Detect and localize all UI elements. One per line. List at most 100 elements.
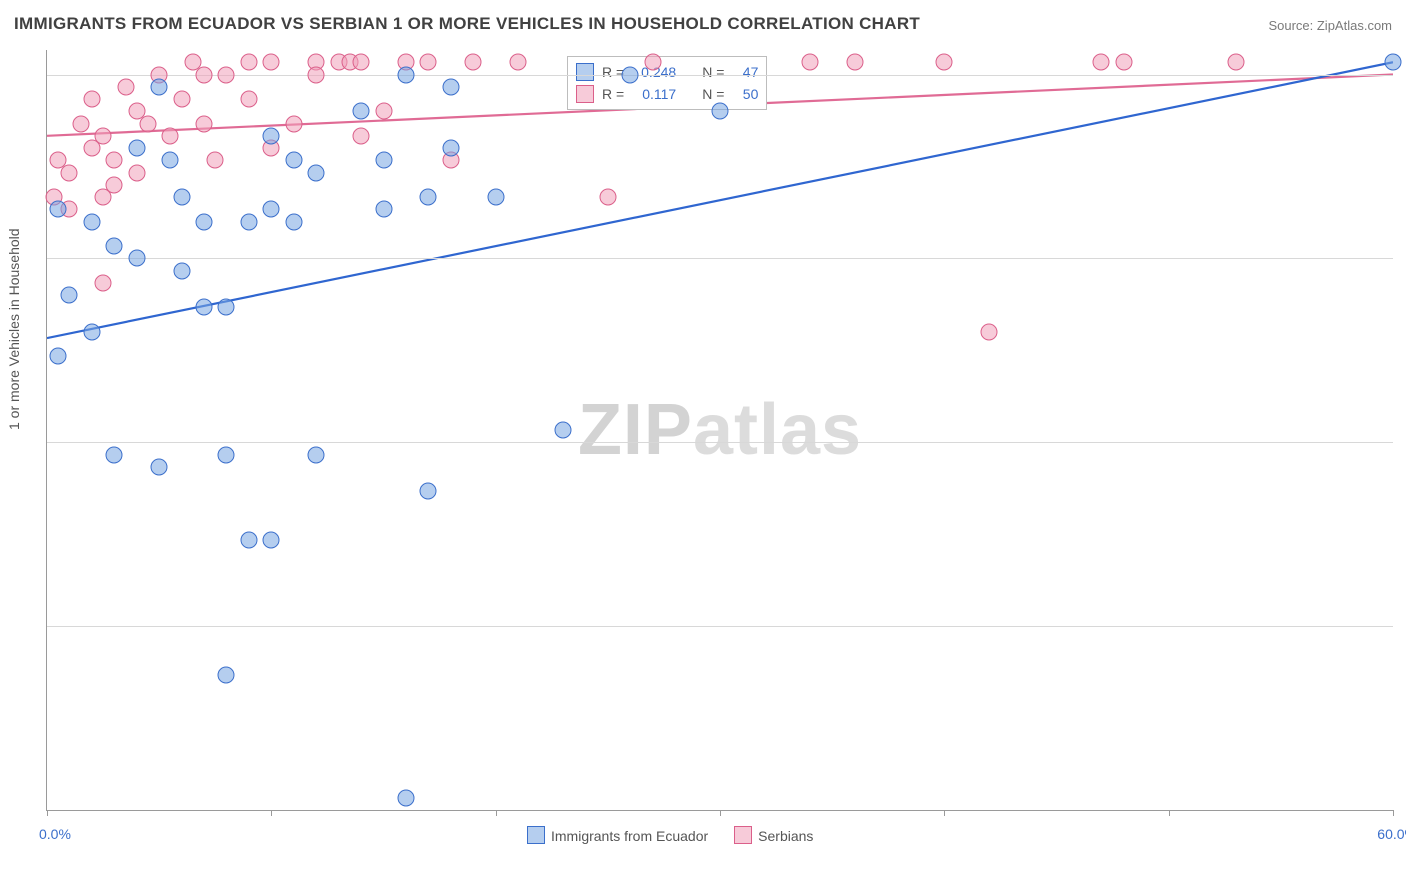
x-tick <box>271 810 272 816</box>
x-tick <box>496 810 497 816</box>
point-ecuador <box>50 348 67 365</box>
point-ecuador <box>196 299 213 316</box>
point-serbians <box>846 54 863 71</box>
point-serbians <box>644 54 661 71</box>
point-serbians <box>83 91 100 108</box>
point-serbians <box>981 323 998 340</box>
point-ecuador <box>162 152 179 169</box>
x-axis-min-label: 0.0% <box>39 826 71 842</box>
point-ecuador <box>263 532 280 549</box>
point-ecuador <box>218 299 235 316</box>
point-serbians <box>465 54 482 71</box>
point-ecuador <box>196 213 213 230</box>
point-ecuador <box>397 789 414 806</box>
point-ecuador <box>487 189 504 206</box>
y-tick-label: 70.0% <box>1397 434 1406 450</box>
point-ecuador <box>83 323 100 340</box>
point-ecuador <box>308 446 325 463</box>
point-ecuador <box>128 250 145 267</box>
point-serbians <box>1227 54 1244 71</box>
plot-area: ZIPatlas R = 0.248 N = 47 R = 0.117 N = … <box>46 50 1393 811</box>
point-ecuador <box>420 483 437 500</box>
point-ecuador <box>240 213 257 230</box>
x-axis-max-label: 60.0% <box>1377 826 1406 842</box>
point-ecuador <box>106 238 123 255</box>
legend: Immigrants from Ecuador Serbians <box>527 826 813 844</box>
point-ecuador <box>218 667 235 684</box>
point-ecuador <box>61 287 78 304</box>
point-serbians <box>801 54 818 71</box>
point-serbians <box>1093 54 1110 71</box>
point-ecuador <box>353 103 370 120</box>
point-ecuador <box>218 446 235 463</box>
point-ecuador <box>622 66 639 83</box>
chart-title: IMMIGRANTS FROM ECUADOR VS SERBIAN 1 OR … <box>14 14 920 34</box>
point-serbians <box>353 127 370 144</box>
source-label: Source: ZipAtlas.com <box>1268 18 1392 33</box>
point-serbians <box>240 54 257 71</box>
point-serbians <box>218 66 235 83</box>
point-serbians <box>72 115 89 132</box>
point-ecuador <box>285 152 302 169</box>
point-serbians <box>936 54 953 71</box>
stats-row-pink: R = 0.117 N = 50 <box>576 83 758 105</box>
point-ecuador <box>712 103 729 120</box>
point-serbians <box>173 91 190 108</box>
y-gridline <box>47 442 1393 443</box>
point-serbians <box>308 66 325 83</box>
legend-item-serbians: Serbians <box>734 826 813 844</box>
point-serbians <box>106 152 123 169</box>
point-serbians <box>599 189 616 206</box>
point-serbians <box>196 66 213 83</box>
point-serbians <box>196 115 213 132</box>
point-serbians <box>139 115 156 132</box>
point-ecuador <box>375 201 392 218</box>
point-serbians <box>285 115 302 132</box>
point-serbians <box>95 127 112 144</box>
point-ecuador <box>397 66 414 83</box>
point-ecuador <box>263 201 280 218</box>
x-tick <box>1393 810 1394 816</box>
point-serbians <box>61 164 78 181</box>
point-serbians <box>240 91 257 108</box>
x-tick <box>1169 810 1170 816</box>
point-ecuador <box>106 446 123 463</box>
point-serbians <box>375 103 392 120</box>
legend-item-ecuador: Immigrants from Ecuador <box>527 826 708 844</box>
y-gridline <box>47 258 1393 259</box>
point-serbians <box>353 54 370 71</box>
point-ecuador <box>554 422 571 439</box>
point-serbians <box>1115 54 1132 71</box>
point-ecuador <box>173 262 190 279</box>
point-serbians <box>510 54 527 71</box>
point-ecuador <box>420 189 437 206</box>
point-serbians <box>95 274 112 291</box>
point-serbians <box>117 78 134 95</box>
point-ecuador <box>308 164 325 181</box>
point-ecuador <box>1385 54 1402 71</box>
point-serbians <box>128 164 145 181</box>
point-ecuador <box>50 201 67 218</box>
y-tick-label: 85.0% <box>1397 250 1406 266</box>
x-tick <box>944 810 945 816</box>
y-gridline <box>47 626 1393 627</box>
y-axis-title: 1 or more Vehicles in Household <box>6 228 22 430</box>
point-ecuador <box>375 152 392 169</box>
point-ecuador <box>128 140 145 157</box>
point-ecuador <box>442 78 459 95</box>
point-serbians <box>106 176 123 193</box>
point-ecuador <box>151 458 168 475</box>
point-ecuador <box>173 189 190 206</box>
point-serbians <box>207 152 224 169</box>
point-serbians <box>162 127 179 144</box>
trend-lines <box>47 50 1393 810</box>
point-ecuador <box>263 127 280 144</box>
x-tick <box>47 810 48 816</box>
point-ecuador <box>240 532 257 549</box>
point-serbians <box>263 54 280 71</box>
y-tick-label: 55.0% <box>1397 618 1406 634</box>
stats-row-blue: R = 0.248 N = 47 <box>576 61 758 83</box>
point-ecuador <box>442 140 459 157</box>
point-ecuador <box>151 78 168 95</box>
point-ecuador <box>83 213 100 230</box>
